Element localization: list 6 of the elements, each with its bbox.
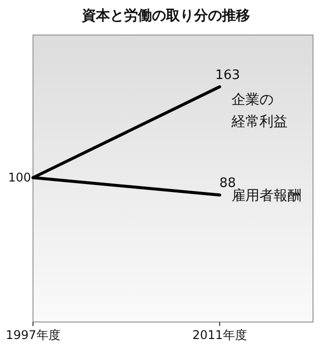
data-label: 100: [8, 170, 31, 185]
series-label: 企業の経常利益: [230, 92, 288, 130]
chart-title: 資本と労働の取り分の推移: [81, 8, 250, 24]
data-label: 163: [215, 68, 240, 83]
x-tick-label: 1997年度: [6, 328, 60, 342]
x-tick-label: 2011年度: [192, 328, 247, 342]
